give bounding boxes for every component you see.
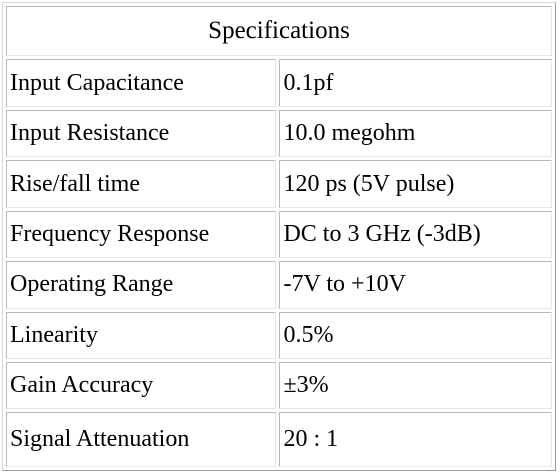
table-row: Linearity 0.5% [6, 311, 552, 359]
spec-value: 20 : 1 [279, 412, 552, 467]
table-row: Input Capacitance 0.1pf [6, 59, 552, 107]
spec-value: ±3% [279, 361, 552, 410]
spec-label: Input Capacitance [6, 59, 277, 107]
spec-value: 0.5% [279, 311, 552, 359]
table-row: Input Resistance 10.0 megohm [6, 109, 552, 158]
table-title: Specifications [6, 6, 552, 57]
spec-value: 120 ps (5V pulse) [279, 160, 552, 208]
table-row: Signal Attenuation 20 : 1 [6, 412, 552, 467]
spec-label: Gain Accuracy [6, 361, 277, 410]
specifications-table: Specifications Input Capacitance 0.1pf I… [2, 2, 556, 471]
spec-label: Frequency Response [6, 210, 277, 259]
spec-value: 10.0 megohm [279, 109, 552, 158]
spec-label: Operating Range [6, 261, 277, 309]
spec-label: Input Resistance [6, 109, 277, 158]
table-row: Rise/fall time 120 ps (5V pulse) [6, 160, 552, 208]
spec-value: DC to 3 GHz (-3dB) [279, 210, 552, 259]
spec-label: Rise/fall time [6, 160, 277, 208]
spec-label: Signal Attenuation [6, 412, 277, 467]
spec-value: -7V to +10V [279, 261, 552, 309]
table-row: Gain Accuracy ±3% [6, 361, 552, 410]
spec-label: Linearity [6, 311, 277, 359]
table-title-row: Specifications [6, 6, 552, 57]
table-row: Frequency Response DC to 3 GHz (-3dB) [6, 210, 552, 259]
table-row: Operating Range -7V to +10V [6, 261, 552, 309]
spec-value: 0.1pf [279, 59, 552, 107]
